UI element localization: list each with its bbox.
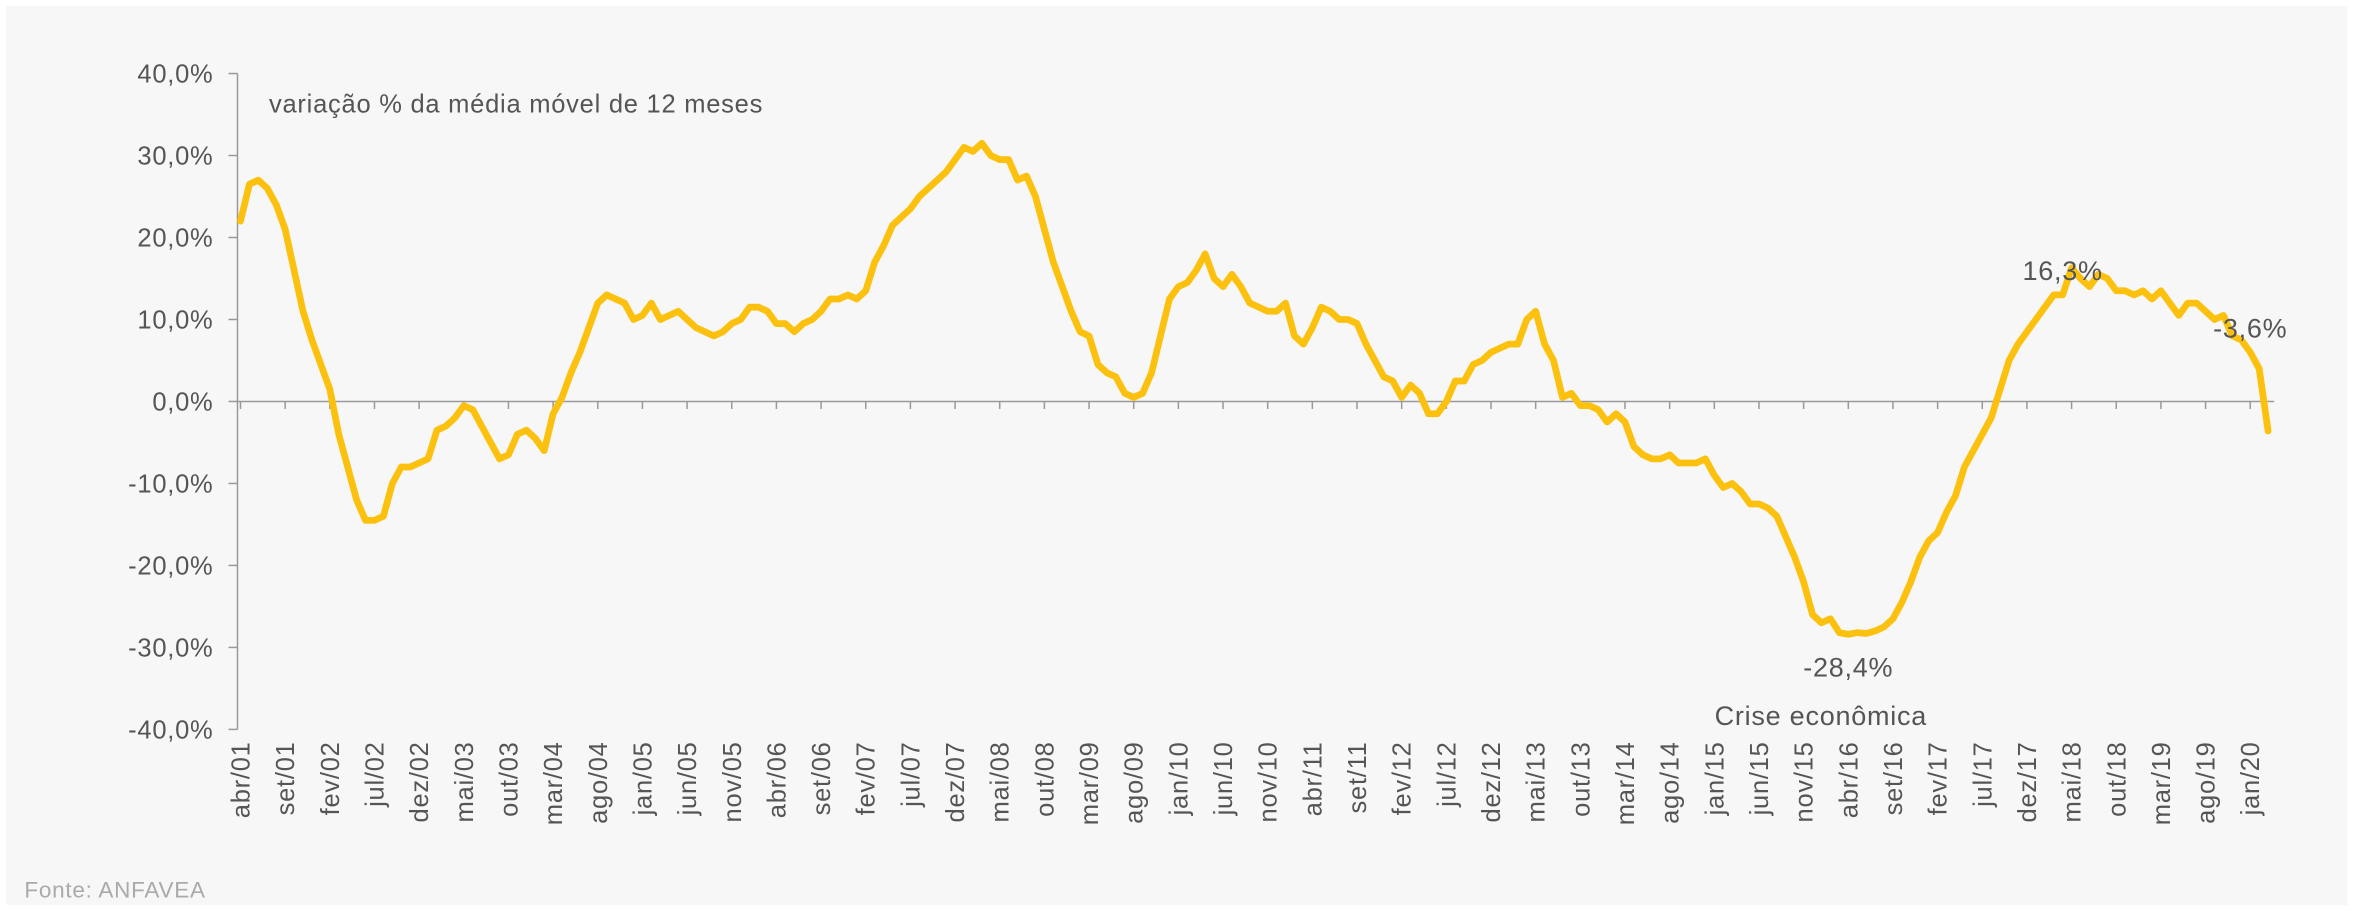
x-tick-label: ago/19 xyxy=(2193,741,2221,823)
x-tick-label: abr/11 xyxy=(1299,741,1327,816)
x-tick-label: set/11 xyxy=(1344,741,1372,813)
x-tick-label: set/01 xyxy=(272,741,300,815)
y-tick-label: -30,0% xyxy=(128,634,213,662)
x-tick-label: jun/15 xyxy=(1746,741,1774,816)
x-tick-label: jan/20 xyxy=(2237,741,2265,816)
y-tick-label: -20,0% xyxy=(128,552,213,580)
x-tick-label: dez/12 xyxy=(1478,741,1506,822)
x-tick-label: out/13 xyxy=(1567,741,1595,816)
x-tick-label: set/06 xyxy=(808,741,836,815)
x-tick-label: abr/01 xyxy=(227,741,255,818)
value-label: -3,6% xyxy=(2213,313,2287,343)
y-tick-label: 40,0% xyxy=(137,61,213,89)
x-tick-label: ago/14 xyxy=(1657,741,1685,823)
background xyxy=(6,6,2348,905)
x-tick-label: fev/17 xyxy=(1925,741,1953,815)
value-label: 16,3% xyxy=(2023,256,2103,286)
x-tick-label: jan/05 xyxy=(629,741,657,816)
x-tick-label: mai/13 xyxy=(1523,741,1551,822)
x-tick-label: mar/14 xyxy=(1612,741,1640,825)
y-tick-label: -40,0% xyxy=(128,716,213,744)
value-label: -28,4% xyxy=(1803,652,1893,682)
x-tick-label: out/03 xyxy=(495,741,523,816)
x-tick-label: ago/09 xyxy=(1121,741,1149,823)
x-tick-label: set/16 xyxy=(1880,741,1908,815)
y-tick-label: 20,0% xyxy=(137,225,213,253)
y-tick-label: 30,0% xyxy=(137,143,213,171)
x-tick-label: mai/08 xyxy=(987,741,1015,822)
subtitle: variação % da média móvel de 12 meses xyxy=(269,91,763,119)
x-tick-label: fev/07 xyxy=(853,741,881,815)
x-tick-label: jul/17 xyxy=(1969,741,1997,807)
y-tick-label: 0,0% xyxy=(152,388,213,416)
x-tick-label: dez/02 xyxy=(406,741,434,822)
x-tick-label: out/18 xyxy=(2103,741,2131,816)
source: Fonte: ANFAVEA xyxy=(24,877,205,902)
x-tick-label: nov/10 xyxy=(1255,741,1283,822)
x-tick-label: nov/05 xyxy=(719,741,747,822)
x-tick-label: jul/07 xyxy=(897,741,925,807)
x-tick-label: jul/02 xyxy=(361,741,389,807)
y-tick-label: 10,0% xyxy=(137,306,213,334)
x-tick-label: nov/15 xyxy=(1791,741,1819,822)
x-tick-label: jul/12 xyxy=(1433,741,1461,807)
annotation: Crise econômica xyxy=(1715,701,1928,731)
x-tick-label: jan/10 xyxy=(1165,741,1193,816)
x-tick-label: out/08 xyxy=(1031,741,1059,816)
x-tick-label: jun/10 xyxy=(1210,741,1238,816)
x-tick-label: mar/04 xyxy=(540,741,568,825)
x-tick-label: fev/02 xyxy=(317,741,345,815)
x-tick-label: jan/15 xyxy=(1701,741,1729,816)
x-tick-label: ago/04 xyxy=(585,741,613,823)
x-tick-label: dez/17 xyxy=(2014,741,2042,822)
x-tick-label: fev/12 xyxy=(1389,741,1417,815)
x-tick-label: mar/09 xyxy=(1076,741,1104,825)
y-tick-label: -10,0% xyxy=(128,470,213,498)
data-line xyxy=(237,139,2272,638)
x-tick-label: mai/03 xyxy=(451,741,479,822)
x-tick-label: jun/05 xyxy=(674,741,702,816)
x-tick-label: dez/07 xyxy=(942,741,970,822)
x-tick-label: abr/16 xyxy=(1835,741,1863,818)
x-tick-label: mai/18 xyxy=(2059,741,2087,822)
x-tick-label: mar/19 xyxy=(2148,741,2176,825)
x-tick-label: abr/06 xyxy=(763,741,791,818)
